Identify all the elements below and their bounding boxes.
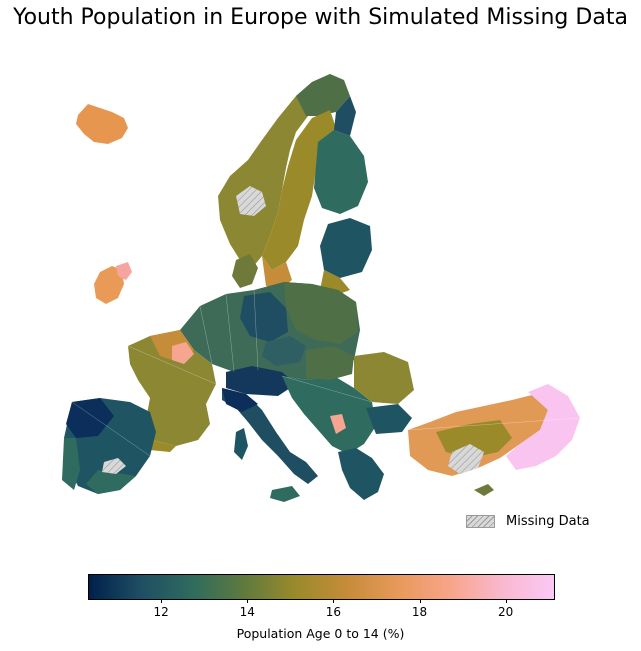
region-cyprus xyxy=(474,484,494,496)
region-turkey-missing xyxy=(448,444,484,474)
colorbar-tick-label: 18 xyxy=(411,605,428,619)
colorbar xyxy=(88,574,555,600)
region-italy xyxy=(222,388,318,484)
region-norway xyxy=(218,74,334,268)
missing-data-swatch xyxy=(466,515,495,528)
region-turkey-central xyxy=(436,420,512,458)
region-sardinia xyxy=(234,428,248,460)
region-albania-kosovo xyxy=(330,414,346,434)
region-spain-missing xyxy=(102,458,126,474)
region-austria-alps xyxy=(226,366,296,396)
region-romania xyxy=(354,352,414,404)
region-spain-northwest xyxy=(66,398,114,438)
region-uk-ni xyxy=(116,262,132,280)
region-sweden-south xyxy=(262,256,292,290)
colorbar-label: Population Age 0 to 14 (%) xyxy=(236,626,405,641)
colorbar-tick-label: 20 xyxy=(497,605,514,619)
region-balkans xyxy=(282,376,376,454)
colorbar-tick-label: 14 xyxy=(239,605,255,619)
region-spain-south xyxy=(86,470,136,494)
colorbar-tick xyxy=(161,599,163,603)
legend: Missing Data xyxy=(466,514,590,529)
colorbar-tick xyxy=(419,599,421,603)
region-bulgaria xyxy=(366,404,412,434)
region-finland-north xyxy=(334,96,356,136)
colorbar-tick-label: 12 xyxy=(153,605,169,619)
colorbar-tick xyxy=(333,599,335,603)
region-turkey-east xyxy=(506,384,580,470)
region-portugal xyxy=(62,438,80,490)
region-poland xyxy=(284,282,358,344)
region-finland xyxy=(314,130,368,214)
region-iceland xyxy=(76,104,128,144)
region-norway-north xyxy=(296,74,350,116)
region-greece xyxy=(338,448,384,500)
region-sicily xyxy=(270,486,300,502)
legend-missing-label: Missing Data xyxy=(506,514,590,529)
region-norway-missing xyxy=(236,186,266,216)
region-denmark xyxy=(232,254,258,288)
region-czech xyxy=(262,336,306,366)
region-italy-north xyxy=(222,388,258,412)
region-germany-east xyxy=(240,292,288,342)
region-ireland xyxy=(94,266,124,304)
region-baltics xyxy=(320,218,372,278)
region-hungary xyxy=(306,346,354,380)
colorbar-tick xyxy=(505,599,507,603)
colorbar-tick-label: 16 xyxy=(325,605,342,619)
region-paris xyxy=(172,342,194,364)
chart-title: Youth Population in Europe with Simulate… xyxy=(13,5,628,30)
colorbar-tick xyxy=(247,599,249,603)
